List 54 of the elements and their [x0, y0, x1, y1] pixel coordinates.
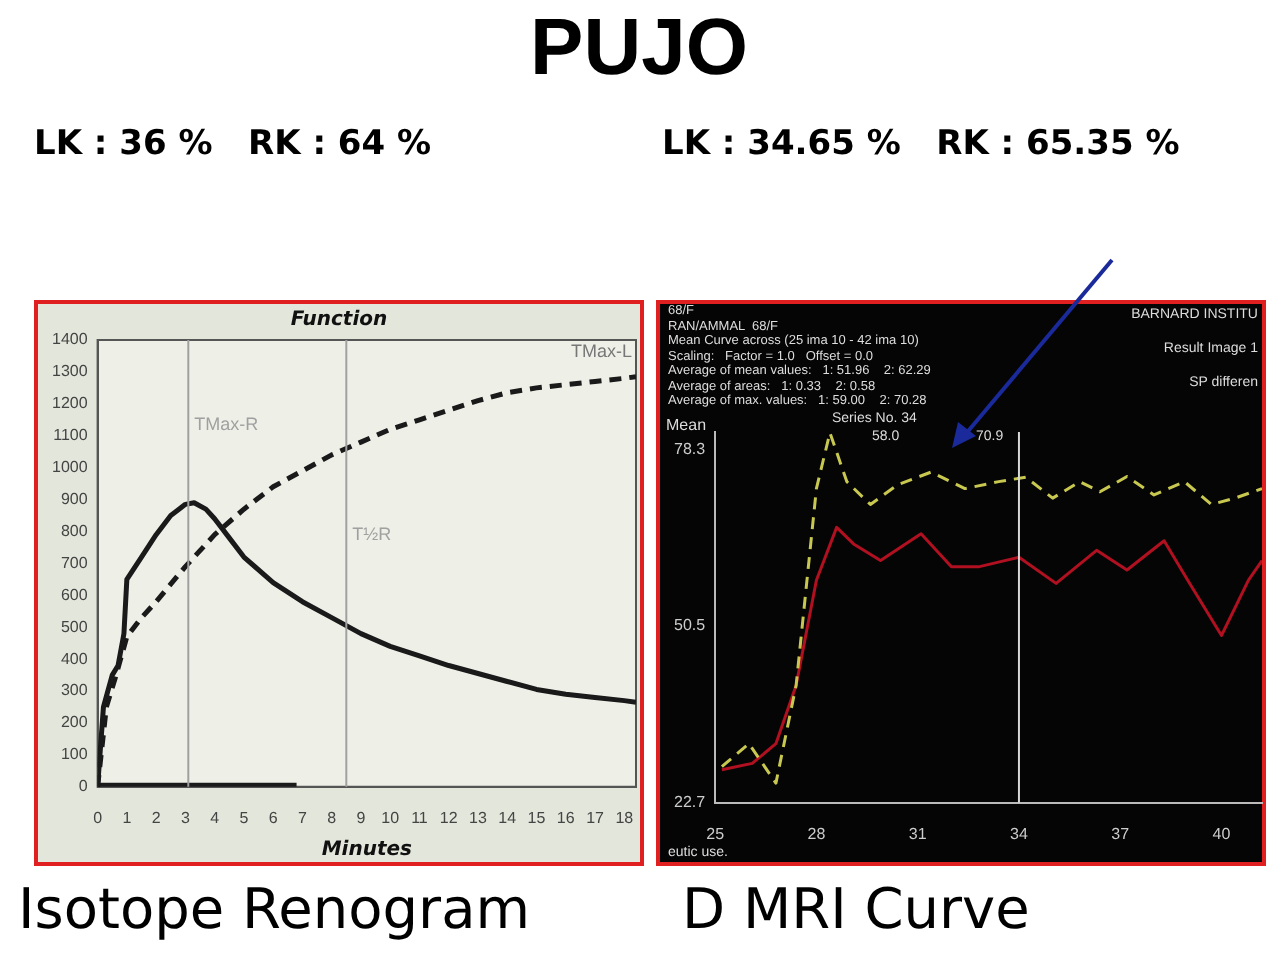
y-tick-label: 1000 [52, 458, 89, 477]
y-tick-label: 0 [78, 777, 89, 796]
chart-title: Function [290, 309, 388, 332]
x-axis-title: Minutes [321, 839, 413, 862]
x-tick-label: 2 [151, 808, 162, 827]
x-tick-label: 17 [586, 808, 606, 827]
x-tick-label: 40 [1212, 824, 1232, 843]
y-tick-label: 400 [60, 649, 89, 668]
x-tick-label: 37 [1111, 824, 1131, 843]
x-tick-label: 9 [356, 808, 367, 827]
y-tick-label: 78.3 [673, 439, 707, 458]
x-tick-label: 34 [1010, 824, 1029, 843]
y-tick-label: 1100 [53, 426, 89, 445]
y-tick-label: 500 [60, 617, 89, 636]
x-tick-label: 11 [411, 808, 429, 827]
x-tick-label: 10 [381, 808, 401, 827]
ref-line-label: T½R [352, 524, 393, 544]
y-tick-label: 900 [60, 489, 89, 508]
x-tick-label: 25 [706, 824, 726, 843]
y-tick-label: 1200 [52, 394, 89, 413]
y-tick-label: 600 [60, 585, 89, 604]
y-tick-label: 300 [60, 681, 89, 700]
x-tick-label: 12 [439, 808, 459, 827]
x-tick-label: 0 [93, 808, 104, 827]
y-tick-label: 200 [60, 713, 89, 732]
x-tick-label: 6 [268, 808, 279, 827]
x-tick-label: 8 [327, 808, 338, 827]
x-tick-label: 28 [807, 824, 827, 843]
text: Isotope Renogram [18, 876, 531, 942]
x-tick-label: 18 [615, 808, 635, 827]
y-tick-label: 50.5 [673, 616, 707, 635]
x-tick-label: 3 [180, 808, 191, 827]
x-tick-label: 7 [297, 808, 308, 827]
x-tick-label: 13 [469, 808, 488, 827]
y-tick-label: 1300 [52, 362, 89, 381]
y-tick-label: 700 [60, 553, 89, 572]
y-tick-label: 100 [60, 745, 89, 764]
y-axis-title: Mean [666, 416, 707, 434]
text: LK : 34.65 % RK : 65.35 % [662, 124, 1180, 164]
x-tick-label: 16 [556, 808, 576, 827]
x-tick-label: 15 [527, 808, 547, 827]
x-tick-label: 5 [239, 808, 250, 827]
text: PUJO [528, 4, 750, 94]
x-tick-label: 1 [122, 808, 133, 827]
series-label: TMax-L [570, 340, 632, 361]
x-tick-label: 4 [210, 808, 221, 827]
y-tick-label: 22.7 [673, 793, 707, 812]
y-tick-label: 800 [60, 521, 89, 540]
x-tick-label: 14 [498, 808, 518, 827]
ref-line-label: TMax-R [194, 414, 260, 434]
x-tick-label: 31 [908, 824, 928, 843]
text: LK : 36 % RK : 64 % [34, 124, 432, 164]
text: D MRI Curve [682, 876, 1030, 942]
y-tick-label: 1400 [52, 330, 89, 349]
